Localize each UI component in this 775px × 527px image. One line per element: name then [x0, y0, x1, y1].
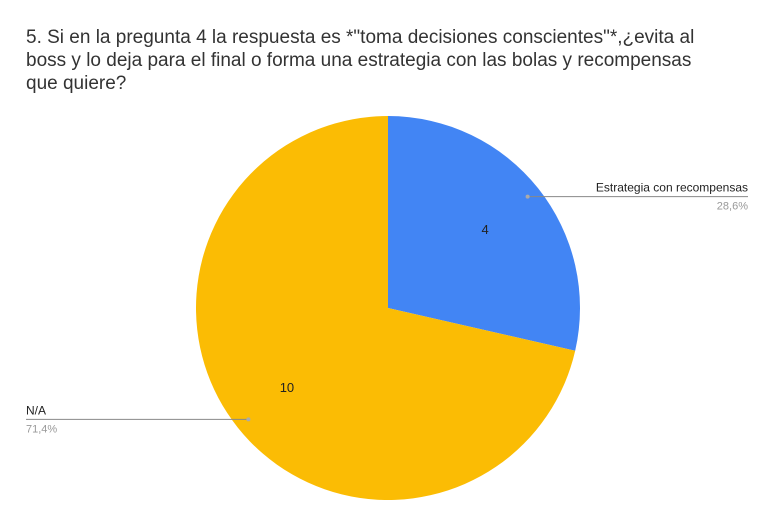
chart-title-line-3: que quiere? — [26, 73, 127, 94]
leader-dot-n-a — [246, 417, 251, 422]
pie-slice-estrategia-con-recompensas — [388, 116, 580, 351]
legend-name-n-a: N/A — [26, 403, 46, 417]
pie-slices — [196, 116, 580, 501]
legend-percent-estrategia-con-recompensas: 28,6% — [717, 201, 748, 213]
slice-value-label-n-a: 10 — [280, 380, 294, 395]
chart-title-line-2: boss y lo deja para el final o forma una… — [26, 50, 692, 71]
pie-labels: 4 Estrategia con recompensas 28,6% 10 N/A 71,… — [26, 181, 748, 435]
legend-name-estrategia-con-recompensas: Estrategia con recompensas — [596, 181, 748, 195]
leader-dot-estrategia-con-recompensas — [525, 194, 530, 199]
legend-percent-n-a: 71,4% — [26, 423, 57, 435]
slice-value-label-estrategia-con-recompensas: 4 — [481, 222, 488, 237]
chart-title-line-1: 5. Si en la pregunta 4 la respuesta es *… — [26, 27, 695, 48]
chart-title: 5. Si en la pregunta 4 la respuesta es *… — [26, 26, 756, 95]
pie-slice-n-a — [196, 116, 576, 501]
